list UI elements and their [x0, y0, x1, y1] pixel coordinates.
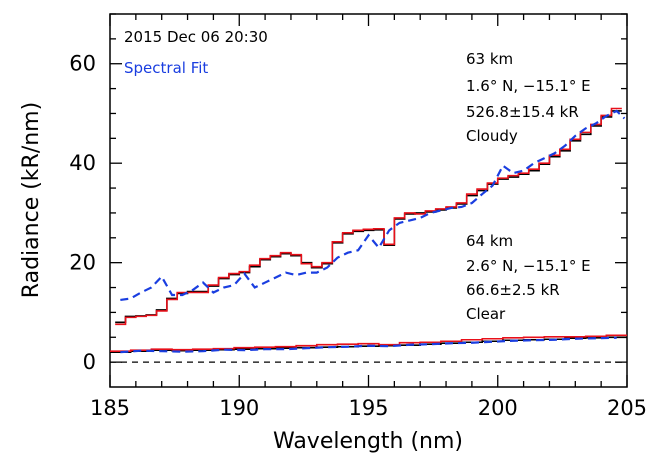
cloudy-altitude: 63 km — [466, 50, 513, 68]
clear-fit-line — [120, 336, 617, 354]
x-tick-label: 205 — [607, 396, 647, 420]
spectral-fit-legend: Spectral Fit — [124, 59, 208, 77]
cloudy-fit-line — [120, 109, 626, 302]
x-tick-label: 200 — [478, 396, 518, 420]
axis-tick-labels: 185 190 195 200 205 0 20 40 60 — [69, 52, 647, 420]
clear-red-step-line — [110, 334, 627, 352]
cloudy-condition: Cloudy — [466, 127, 518, 145]
date-annotation: 2015 Dec 06 20:30 — [124, 28, 268, 46]
x-tick-label: 190 — [219, 396, 259, 420]
x-axis-label: Wavelength (nm) — [273, 429, 463, 454]
y-axis-label: Radiance (kR/nm) — [19, 102, 44, 298]
clear-total: 66.6±2.5 kR — [466, 281, 560, 299]
series-layer — [110, 107, 627, 354]
clear-coords: 2.6° N, −15.1° E — [466, 257, 591, 275]
cloudy-coords: 1.6° N, −15.1° E — [466, 77, 591, 95]
y-tick-label: 60 — [69, 52, 96, 76]
x-tick-label: 195 — [348, 396, 388, 420]
y-tick-label: 20 — [69, 251, 96, 275]
clear-condition: Clear — [466, 305, 506, 323]
clear-altitude: 64 km — [466, 232, 513, 250]
cloudy-total: 526.8±15.4 kR — [466, 103, 579, 121]
x-tick-label: 185 — [90, 396, 130, 420]
y-tick-label: 40 — [69, 151, 96, 175]
y-tick-label: 0 — [83, 350, 96, 374]
